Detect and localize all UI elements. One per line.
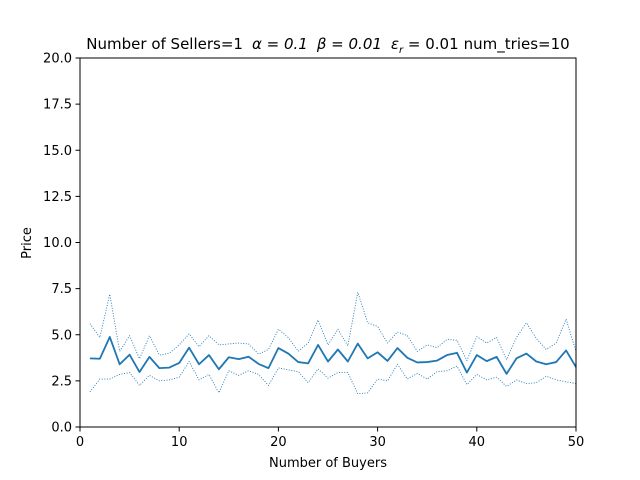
tick-layer: 0 10 20 30 40 50 0.0 2.5 5.0 7.5 10.0 12.5 15.0 17.5 2… xyxy=(43,52,584,451)
title-prefix: Number of Sellers=1 xyxy=(86,35,243,53)
x-tick-label: 20 xyxy=(270,435,287,450)
x-tick-label: 50 xyxy=(568,435,585,450)
title-suffix: num_tries=10 xyxy=(464,35,570,54)
y-tick-label: 12.5 xyxy=(43,190,72,205)
x-axis-label: Number of Buyers xyxy=(269,456,387,471)
x-tick-label: 0 xyxy=(76,435,84,450)
title-epsilon-subscript: r xyxy=(399,45,404,56)
y-tick-label: 17.5 xyxy=(43,98,72,113)
y-tick-label: 2.5 xyxy=(51,374,72,389)
series-line-mean xyxy=(89,336,577,375)
series-line-upper xyxy=(89,291,577,362)
y-tick-label: 7.5 xyxy=(51,282,72,297)
y-tick-label: 20.0 xyxy=(43,52,72,67)
x-tick-label: 30 xyxy=(369,435,386,450)
y-tick-label: 0.0 xyxy=(51,421,72,436)
title-epsilon: ε xyxy=(391,35,399,53)
title-epsilon-value: = 0.01 xyxy=(403,35,459,53)
series-line-lower xyxy=(89,361,577,395)
series-layer xyxy=(89,291,577,395)
chart-title: Number of Sellers=1 α = 0.1 β = 0.01 εr = 0… xyxy=(86,35,569,56)
title-alpha: α = 0.1 xyxy=(252,35,308,53)
y-tick-label: 5.0 xyxy=(51,328,72,343)
y-tick-label: 10.0 xyxy=(43,236,72,251)
title-beta: β = 0.01 xyxy=(316,35,382,53)
x-tick-label: 10 xyxy=(171,435,188,450)
x-tick-label: 40 xyxy=(469,435,486,450)
y-axis-label: Price xyxy=(20,227,35,259)
y-tick-label: 15.0 xyxy=(43,144,72,159)
